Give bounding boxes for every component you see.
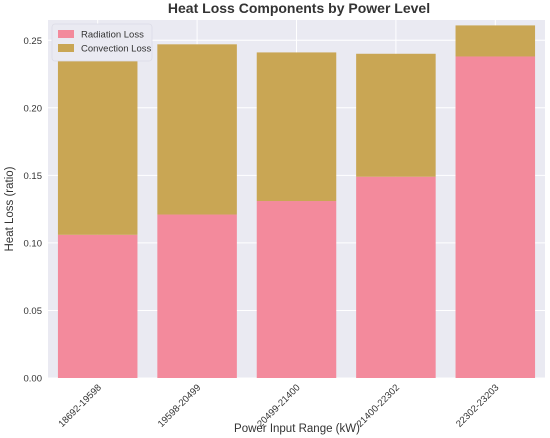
y-tick-label: 0.05 xyxy=(24,306,43,317)
x-axis-label: Power Input Range (kW) xyxy=(234,423,360,435)
bar-radiation-loss xyxy=(157,214,237,378)
bar-radiation-loss xyxy=(356,176,436,378)
legend-swatch xyxy=(58,30,74,38)
bar-convection-loss xyxy=(256,52,337,202)
y-axis-ticks: 0.00 0.05 0.10 0.15 0.20 0.25 xyxy=(24,36,43,385)
y-tick-label: 0.10 xyxy=(24,238,43,249)
x-tick-label: 19598-20499 xyxy=(156,382,203,429)
bar-radiation-loss xyxy=(455,56,536,379)
y-tick-label: 0.20 xyxy=(24,103,43,114)
legend-label: Radiation Loss xyxy=(81,30,144,41)
y-tick-label: 0.25 xyxy=(24,36,43,47)
legend-box xyxy=(51,23,153,62)
y-axis-label: Heat Loss (ratio) xyxy=(4,166,16,251)
y-tick-label: 0.00 xyxy=(24,374,43,385)
legend-label: Convection Loss xyxy=(81,44,151,55)
bar-convection-loss xyxy=(455,25,536,57)
x-tick-label: 22302-23203 xyxy=(454,382,501,429)
bar-radiation-loss xyxy=(256,201,337,378)
bar-convection-loss xyxy=(157,44,237,215)
y-tick-label: 0.15 xyxy=(24,171,43,182)
legend: Radiation Loss Convection Loss xyxy=(51,23,153,62)
x-tick-label: 18692-19598 xyxy=(56,382,103,429)
bar-convection-loss xyxy=(356,53,436,177)
bar-radiation-loss xyxy=(57,234,138,378)
legend-swatch xyxy=(58,44,74,52)
bars-group xyxy=(57,25,536,379)
chart-title: Heat Loss Components by Power Level xyxy=(168,0,430,16)
x-tick-label: 21400-22302 xyxy=(355,382,402,429)
bar-convection-loss xyxy=(57,41,138,235)
